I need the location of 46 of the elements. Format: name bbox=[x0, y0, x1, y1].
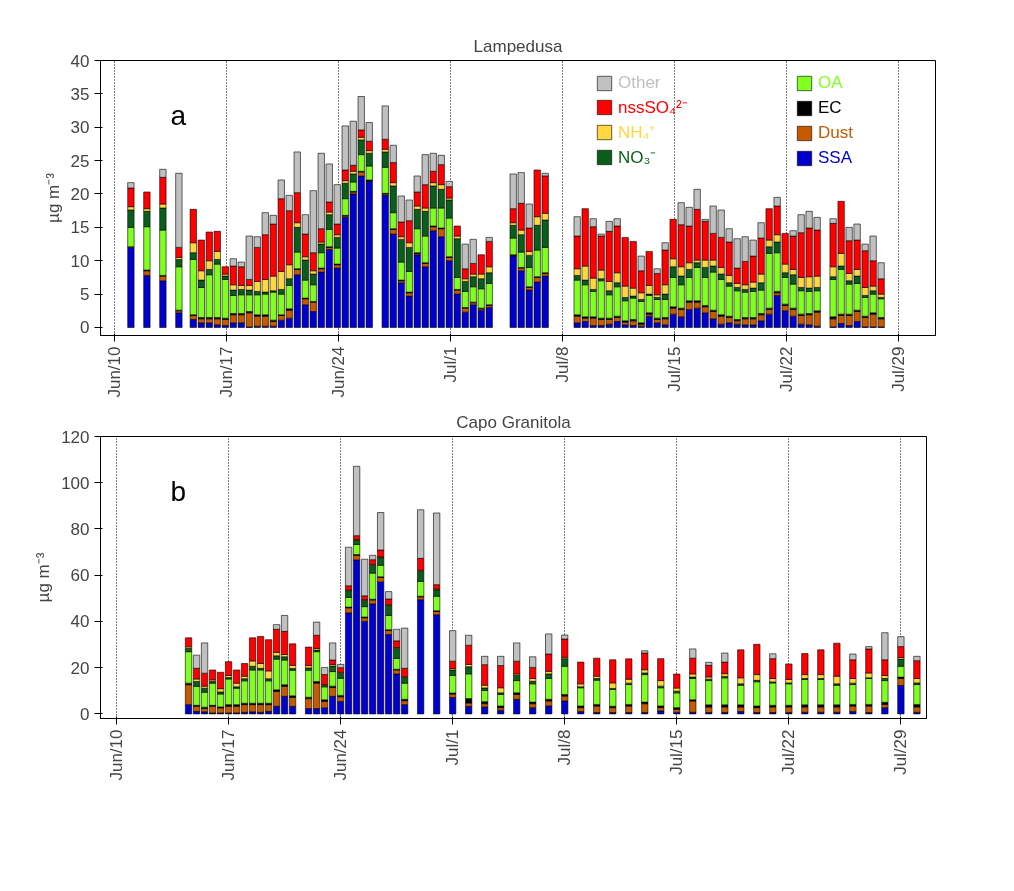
x-tick-label: Jun/17 bbox=[217, 346, 237, 398]
x-tick-label: Jun/10 bbox=[105, 346, 125, 398]
x-tick-label: Jul/22 bbox=[779, 729, 799, 775]
legend-label: SSA bbox=[818, 148, 853, 168]
y-tick-label: 10 bbox=[70, 251, 90, 271]
legend-label: Dust bbox=[818, 123, 853, 143]
annotation: b bbox=[170, 475, 187, 507]
x-tick-label: Jun/17 bbox=[219, 729, 239, 781]
y-axis-title: µg m⁻³ bbox=[34, 552, 54, 603]
y-tick-label: 0 bbox=[80, 318, 90, 338]
y-tick-label: 35 bbox=[70, 84, 90, 104]
legend-label: NH₄⁺ bbox=[618, 122, 656, 143]
x-tick-label: Jul/29 bbox=[889, 346, 909, 392]
x-tick-label: Jul/29 bbox=[891, 729, 911, 775]
legend-label: OA bbox=[818, 73, 843, 93]
annotation: a bbox=[170, 99, 187, 131]
x-tick-label: Jul/8 bbox=[553, 346, 573, 383]
legend-label: Other bbox=[618, 73, 661, 93]
y-tick-label: 25 bbox=[70, 151, 90, 171]
y-tick-label: 20 bbox=[70, 185, 90, 204]
x-tick-label: Jul/15 bbox=[667, 729, 687, 775]
chart-title: Lampedusa bbox=[473, 36, 563, 56]
x-tick-label: Jun/24 bbox=[329, 346, 349, 398]
y-tick-label: 20 bbox=[70, 658, 90, 678]
x-tick-label: Jul/1 bbox=[443, 729, 463, 766]
x-tick-label: Jul/22 bbox=[777, 346, 797, 392]
legend-label: EC bbox=[818, 98, 842, 118]
y-tick-label: 40 bbox=[70, 51, 90, 71]
y-tick-label: 0 bbox=[80, 704, 90, 724]
x-tick-label: Jul/15 bbox=[665, 346, 685, 392]
y-axis-title: µg m⁻³ bbox=[43, 172, 63, 223]
y-tick-label: 40 bbox=[70, 612, 90, 632]
x-tick-label: Jun/10 bbox=[107, 729, 127, 781]
y-tick-label: 30 bbox=[70, 118, 90, 138]
x-tick-label: Jun/24 bbox=[331, 729, 351, 781]
legend-label: nssSO₄²⁻ bbox=[618, 97, 688, 118]
x-tick-label: Jul/1 bbox=[441, 346, 461, 383]
y-tick-label: 120 bbox=[61, 427, 90, 447]
y-tick-label: 5 bbox=[80, 285, 90, 305]
y-tick-label: 60 bbox=[70, 566, 90, 586]
y-tick-label: 15 bbox=[70, 218, 90, 238]
x-tick-label: Jul/8 bbox=[555, 729, 575, 766]
y-tick-label: 100 bbox=[61, 473, 90, 493]
chart-title: Capo Granitola bbox=[456, 412, 572, 432]
y-tick-label: 80 bbox=[70, 519, 90, 539]
legend-label: NO₃⁻ bbox=[618, 147, 657, 168]
